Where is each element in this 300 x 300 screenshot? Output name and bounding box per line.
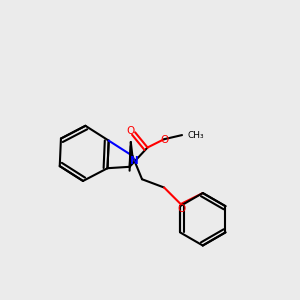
Text: CH₃: CH₃ <box>188 130 204 140</box>
Text: O: O <box>178 205 186 214</box>
Text: N: N <box>130 156 138 166</box>
Text: O: O <box>161 135 169 145</box>
Text: O: O <box>127 126 135 136</box>
